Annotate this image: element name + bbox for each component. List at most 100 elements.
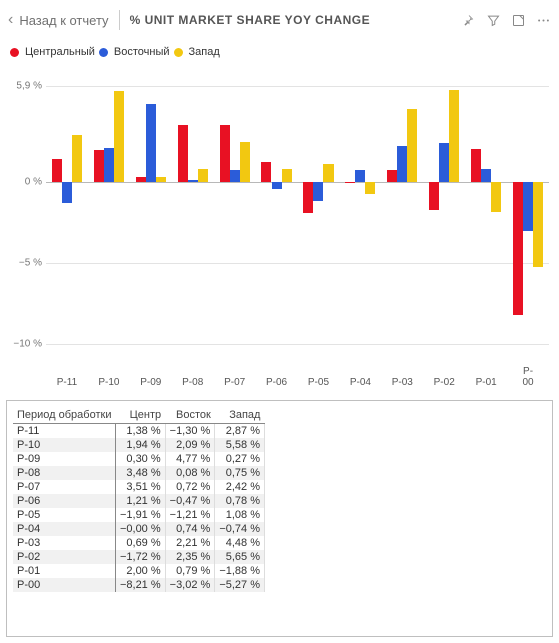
x-tick-label: P-08 [182,377,203,388]
bar[interactable] [104,148,114,182]
bar[interactable] [136,177,146,182]
table-cell: −1,21 % [165,508,215,522]
focus-mode-icon[interactable] [511,13,526,28]
table-cell: −0,47 % [165,494,215,508]
bar[interactable] [439,143,449,181]
chart: −10 %−5 %0 %5,9 %P-11P-10P-09P-08P-07P-0… [10,68,549,368]
bar[interactable] [52,159,62,181]
table-row[interactable]: P-012,00 %0,79 %−1,88 % [13,564,264,578]
y-tick-label: 0 % [25,176,42,187]
table-cell: 2,09 % [165,438,215,452]
bar[interactable] [282,169,292,182]
table-cell: 5,65 % [215,550,265,564]
table-row[interactable]: P-030,69 %2,21 %4,48 % [13,536,264,550]
bar[interactable] [303,182,313,213]
table-cell: P-09 [13,452,115,466]
bar[interactable] [397,146,407,182]
bar[interactable] [230,170,240,182]
separator [119,10,120,30]
x-tick-label: P-06 [266,377,287,388]
table-cell: 2,21 % [165,536,215,550]
bar[interactable] [407,109,417,182]
table-row[interactable]: P-061,21 %−0,47 %0,78 % [13,494,264,508]
bar[interactable] [481,169,491,182]
bar[interactable] [188,180,198,181]
table-cell: 0,74 % [165,522,215,536]
bar[interactable] [156,177,166,181]
table-row[interactable]: P-090,30 %4,77 %0,27 % [13,452,264,466]
table-cell: −1,72 % [115,550,165,564]
table-cell: 2,87 % [215,424,265,439]
table-row[interactable]: P-111,38 %−1,30 %2,87 % [13,424,264,439]
x-tick-label: P-09 [140,377,161,388]
table-cell: 5,58 % [215,438,265,452]
bar[interactable] [313,182,323,202]
data-table: Период обработкиЦентрВостокЗападP-111,38… [13,407,265,592]
legend-item[interactable]: Восточный [99,46,170,58]
bar[interactable] [261,162,271,182]
table-cell: P-10 [13,438,115,452]
table-row[interactable]: P-00−8,21 %−3,02 %−5,27 % [13,578,264,592]
bar[interactable] [220,125,230,182]
bar[interactable] [471,149,481,181]
table-cell: 4,77 % [165,452,215,466]
bar[interactable] [62,182,72,203]
table-cell: P-00 [13,578,115,592]
bar[interactable] [323,164,333,182]
more-icon[interactable] [536,13,551,28]
bar[interactable] [387,170,397,181]
x-tick-label: P-00 [518,366,539,388]
legend-item[interactable]: Запад [174,46,220,58]
table-header[interactable]: Период обработки [13,407,115,424]
bar[interactable] [345,182,355,183]
bar[interactable] [146,104,156,181]
bar[interactable] [240,142,250,181]
table-header[interactable]: Запад [215,407,265,424]
bar[interactable] [114,91,124,182]
table-cell: 0,79 % [165,564,215,578]
bar[interactable] [198,169,208,181]
bar[interactable] [178,125,188,181]
x-tick-label: P-04 [350,377,371,388]
bar[interactable] [272,182,282,190]
header: ‹ Назад к отчету % UNIT MARKET SHARE YOY… [0,0,559,40]
filter-icon[interactable] [486,13,501,28]
bar[interactable] [523,182,533,231]
bar[interactable] [94,150,104,181]
bar[interactable] [513,182,523,315]
table-cell: 2,00 % [115,564,165,578]
table-row[interactable]: P-02−1,72 %2,35 %5,65 % [13,550,264,564]
bar[interactable] [429,182,439,210]
bar[interactable] [365,182,375,194]
y-tick-label: 5,9 % [16,80,42,91]
table-row[interactable]: P-05−1,91 %−1,21 %1,08 % [13,508,264,522]
bar[interactable] [449,90,459,182]
data-table-wrap: Период обработкиЦентрВостокЗападP-111,38… [6,400,553,637]
bar[interactable] [491,182,501,213]
x-tick-label: P-10 [98,377,119,388]
table-row[interactable]: P-04−0,00 %0,74 %−0,74 % [13,522,264,536]
table-header[interactable]: Центр [115,407,165,424]
table-cell: P-11 [13,424,115,439]
table-row[interactable]: P-083,48 %0,08 %0,75 % [13,466,264,480]
gridline [46,344,549,345]
pin-icon[interactable] [461,13,476,28]
table-cell: 0,08 % [165,466,215,480]
legend-item[interactable]: Центральный [10,46,95,58]
table-row[interactable]: P-101,94 %2,09 %5,58 % [13,438,264,452]
table-cell: P-06 [13,494,115,508]
bar[interactable] [355,170,365,182]
legend-swatch [99,48,108,57]
legend-label: Восточный [114,46,170,58]
bar[interactable] [72,135,82,182]
table-header[interactable]: Восток [165,407,215,424]
table-row[interactable]: P-073,51 %0,72 %2,42 % [13,480,264,494]
table-cell: P-03 [13,536,115,550]
table-cell: 0,69 % [115,536,165,550]
y-tick-label: −10 % [13,339,42,350]
back-button[interactable]: ‹ Назад к отчету [8,11,109,29]
y-tick-label: −5 % [19,257,42,268]
legend-swatch [10,48,19,57]
bar[interactable] [533,182,543,268]
table-cell: 4,48 % [215,536,265,550]
